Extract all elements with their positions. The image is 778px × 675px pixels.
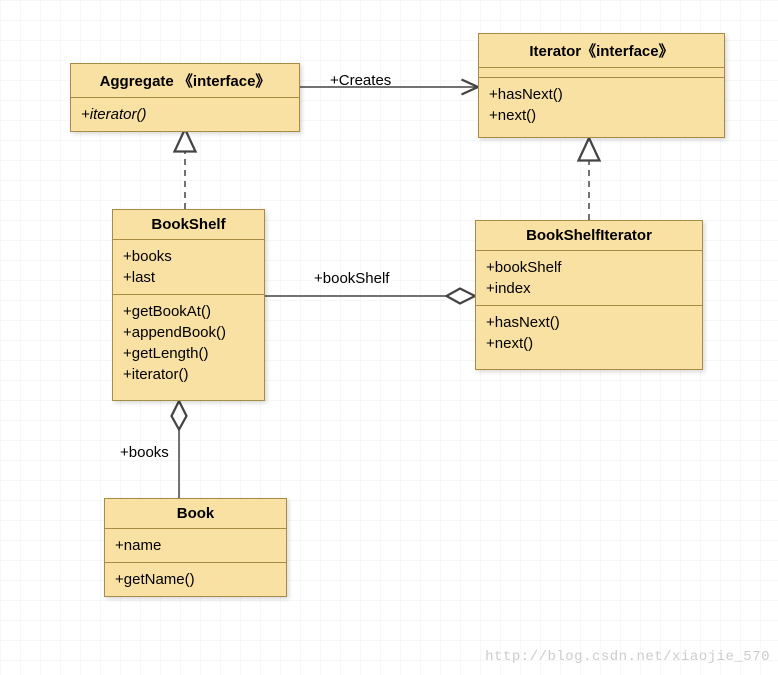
class-bookshelf-attrs: +books+last xyxy=(113,240,264,294)
edge-label-creates: +Creates xyxy=(330,72,391,89)
class-bookshelfiterator-methods: +hasNext()+next() xyxy=(476,305,702,360)
class-aggregate: Aggregate 《interface》 +iterator() xyxy=(70,63,300,132)
class-aggregate-methods: +iterator() xyxy=(71,98,299,131)
watermark: http://blog.csdn.net/xiaojie_570 xyxy=(485,649,770,665)
class-book-attrs: +name xyxy=(105,529,286,562)
class-iterator-empty xyxy=(479,68,724,78)
class-bookshelfiterator-title: BookShelfIterator xyxy=(476,221,702,251)
class-iterator: Iterator《interface》 +hasNext()+next() xyxy=(478,33,725,138)
class-book-methods: +getName() xyxy=(105,562,286,596)
class-bookshelf: BookShelf +books+last +getBookAt()+appen… xyxy=(112,209,265,401)
class-book: Book +name +getName() xyxy=(104,498,287,597)
class-bookshelfiterator: BookShelfIterator +bookShelf+index +hasN… xyxy=(475,220,703,370)
class-bookshelf-methods: +getBookAt()+appendBook()+getLength()+it… xyxy=(113,294,264,391)
edge-label-books: +books xyxy=(120,444,169,461)
edge-label-bookshelf: +bookShelf xyxy=(314,270,389,287)
class-bookshelfiterator-attrs: +bookShelf+index xyxy=(476,251,702,305)
class-bookshelf-title: BookShelf xyxy=(113,210,264,240)
class-iterator-title: Iterator《interface》 xyxy=(479,34,724,68)
class-aggregate-title: Aggregate 《interface》 xyxy=(71,64,299,98)
class-book-title: Book xyxy=(105,499,286,529)
class-iterator-methods: +hasNext()+next() xyxy=(479,78,724,132)
